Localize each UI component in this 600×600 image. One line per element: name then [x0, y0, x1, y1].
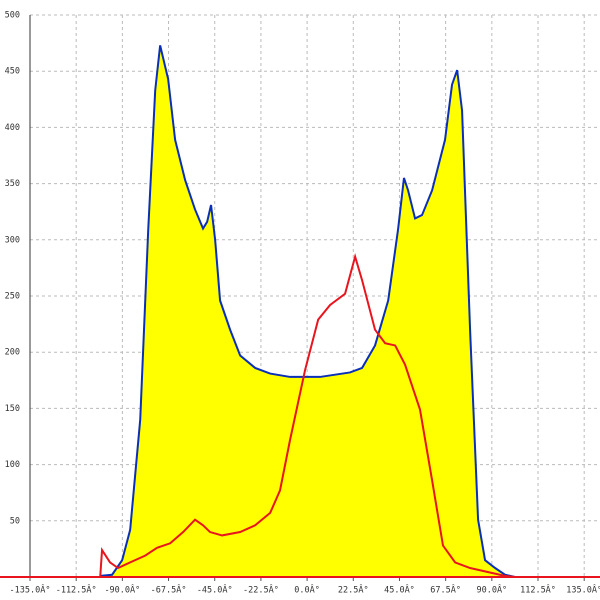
y-tick-label: 450	[5, 67, 20, 77]
x-tick-label: -22.5Â°	[243, 584, 279, 596]
x-tick-label: 90.0Â°	[476, 584, 507, 596]
y-tick-label: 200	[5, 348, 20, 358]
y-tick-label: 100	[5, 460, 20, 470]
x-tick-label: 135.0Â°	[566, 584, 600, 596]
line	[100, 45, 516, 578]
y-tick-label: 350	[5, 179, 20, 189]
y-tick-label: 500	[5, 11, 20, 21]
y-tick-label: 400	[5, 123, 20, 133]
y-tick-label: 300	[5, 235, 20, 245]
area	[100, 45, 516, 577]
x-tick-label: -112.5Â°	[56, 584, 97, 596]
x-tick-label: -90.0Â°	[104, 584, 140, 596]
x-tick-label: 22.5Â°	[338, 584, 369, 596]
x-tick-label: -135.0Â°	[10, 584, 51, 596]
line	[99, 252, 516, 578]
x-tick-label: -67.5Â°	[151, 584, 187, 596]
y-tick-label: 250	[5, 292, 20, 302]
y-tick-label: 150	[5, 404, 20, 414]
x-tick-label: 67.5Â°	[430, 584, 461, 596]
x-tick-label: 0.0Â°	[294, 584, 320, 596]
y-tick-label: 50	[10, 516, 20, 526]
x-tick-label: 112.5Â°	[520, 584, 556, 596]
x-tick-label: 45.0Â°	[384, 584, 415, 596]
x-tick-label: -45.0Â°	[197, 584, 233, 596]
